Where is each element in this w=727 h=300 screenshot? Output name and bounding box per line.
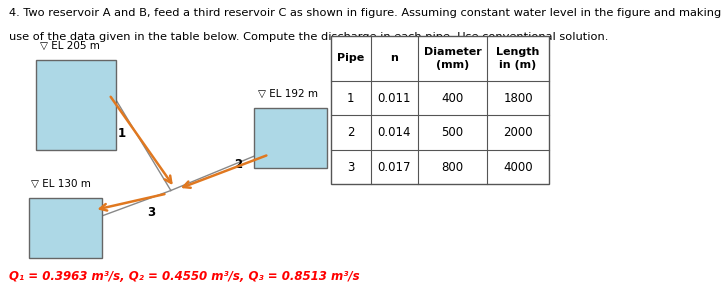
Text: ▽ EL 130 m: ▽ EL 130 m <box>31 179 90 189</box>
Text: Q₁ = 0.3963 m³/s, Q₂ = 0.4550 m³/s, Q₃ = 0.8513 m³/s: Q₁ = 0.3963 m³/s, Q₂ = 0.4550 m³/s, Q₃ =… <box>9 271 359 284</box>
Bar <box>254 108 327 168</box>
Text: 0.017: 0.017 <box>377 160 411 174</box>
Bar <box>331 36 549 184</box>
Text: 2000: 2000 <box>503 126 533 139</box>
Text: 3: 3 <box>347 160 355 174</box>
Text: 2: 2 <box>347 126 355 139</box>
Text: 0.011: 0.011 <box>377 92 411 105</box>
Text: n: n <box>390 53 398 63</box>
Bar <box>36 60 116 150</box>
Text: 500: 500 <box>441 126 464 139</box>
Text: 2: 2 <box>234 158 242 171</box>
Text: 800: 800 <box>441 160 464 174</box>
Text: 1: 1 <box>347 92 355 105</box>
Text: Pipe: Pipe <box>337 53 364 63</box>
Text: ▽ EL 205 m: ▽ EL 205 m <box>40 41 100 51</box>
Text: 0.014: 0.014 <box>377 126 411 139</box>
Text: 4. Two reservoir A and B, feed a third reservoir C as shown in figure. Assuming : 4. Two reservoir A and B, feed a third r… <box>9 8 721 17</box>
Text: 4000: 4000 <box>503 160 533 174</box>
Text: Length
in (m): Length in (m) <box>497 47 539 70</box>
Bar <box>29 198 102 258</box>
Text: 400: 400 <box>441 92 464 105</box>
Text: ▽ EL 192 m: ▽ EL 192 m <box>258 89 318 99</box>
Text: 1: 1 <box>118 127 126 140</box>
Text: 3: 3 <box>147 206 155 219</box>
Text: 1800: 1800 <box>503 92 533 105</box>
Text: use of the data given in the table below. Compute the discharge in each pipe. Us: use of the data given in the table below… <box>9 32 608 41</box>
Text: Diameter
(mm): Diameter (mm) <box>424 47 481 70</box>
